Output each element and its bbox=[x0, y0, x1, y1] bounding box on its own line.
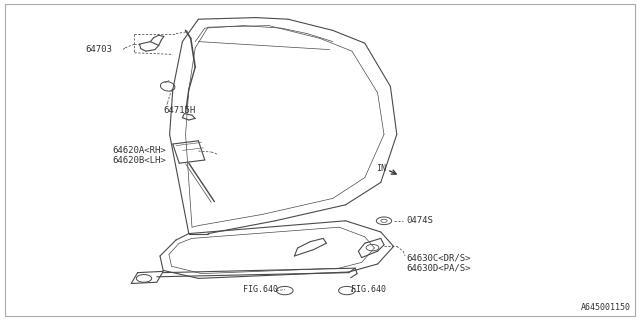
Text: IN: IN bbox=[376, 164, 387, 173]
Text: 64715H: 64715H bbox=[163, 106, 195, 115]
Text: 0474S: 0474S bbox=[406, 216, 433, 225]
Text: A645001150: A645001150 bbox=[580, 303, 630, 312]
Text: 64630C<DR/S>: 64630C<DR/S> bbox=[406, 253, 471, 262]
Text: FIG.640: FIG.640 bbox=[243, 285, 278, 294]
Text: FIG.640: FIG.640 bbox=[351, 285, 386, 294]
Text: 64703: 64703 bbox=[85, 45, 112, 54]
Text: 64620B<LH>: 64620B<LH> bbox=[112, 156, 166, 165]
Text: 64620A<RH>: 64620A<RH> bbox=[112, 146, 166, 155]
Text: 64630D<PA/S>: 64630D<PA/S> bbox=[406, 263, 471, 272]
